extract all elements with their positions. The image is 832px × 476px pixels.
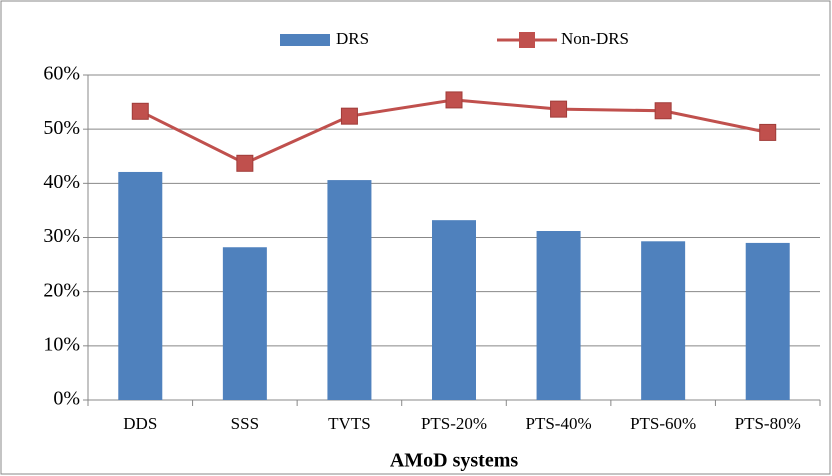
y-tick-label: 20% [43,279,80,301]
y-tick-label: 50% [43,117,80,139]
bar [432,220,476,400]
y-tick-label: 30% [43,225,80,247]
marker [759,123,777,141]
marker [340,107,358,125]
x-tick-label: PTS-20% [421,414,487,433]
bar [327,180,372,400]
bar [641,241,686,400]
legend-label: Non-DRS [561,29,629,48]
x-tick-label: DDS [123,414,157,433]
marker [236,154,254,172]
x-tick-label: TVTS [328,414,371,433]
x-tick-label: PTS-60% [630,414,696,433]
bar [745,242,790,400]
x-tick-label: SSS [231,414,259,433]
x-axis-title: AMoD systems [390,450,519,472]
legend-swatch [280,34,330,46]
legend-swatch [519,32,535,48]
y-tick-label: 0% [53,388,80,410]
x-tick-label: PTS-80% [735,414,801,433]
legend-label: DRS [336,29,369,48]
y-tick-label: 60% [43,63,80,85]
marker [131,102,149,120]
marker [550,100,568,118]
bar [222,247,267,400]
marker [445,91,463,109]
bar [118,171,163,400]
bar [536,231,581,400]
marker [654,102,672,120]
x-tick-label: PTS-40% [526,414,592,433]
y-tick-label: 40% [43,171,80,193]
y-tick-label: 10% [43,333,80,355]
